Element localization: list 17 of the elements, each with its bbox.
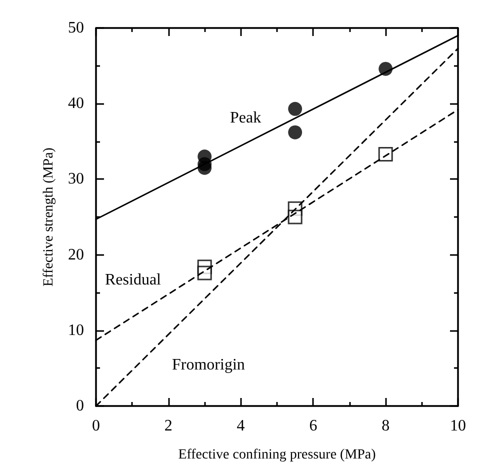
y-tick-label: 40 — [68, 95, 84, 112]
x-tick-label: 4 — [236, 418, 245, 434]
x-tick-label: 6 — [309, 418, 318, 434]
y-axis-title: Effective strength (MPa) — [42, 147, 56, 286]
x-tick-label: 8 — [382, 418, 390, 434]
annotation: Fromorigin — [172, 356, 245, 374]
y-tick-label: 0 — [76, 398, 84, 414]
annotation: Peak — [230, 110, 262, 126]
x-tick-label: 10 — [450, 418, 466, 434]
y-tick-label: 10 — [68, 322, 84, 339]
x-tick-label: 2 — [164, 418, 172, 434]
y-tick-label: 30 — [68, 170, 84, 188]
y-tick-label: 50 — [68, 20, 84, 36]
x-axis-title: Effective confining pressure (MPa) — [178, 448, 376, 462]
annotation: Residual — [105, 272, 162, 288]
y-tick-label: 20 — [68, 246, 84, 264]
x-tick-label: 0 — [92, 418, 100, 434]
